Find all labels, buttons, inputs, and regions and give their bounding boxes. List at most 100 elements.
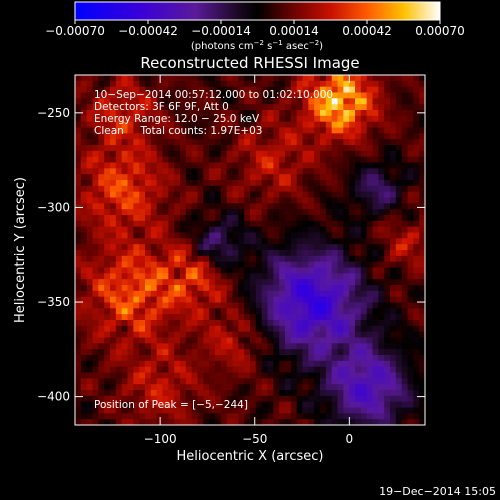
heatmap-cell — [261, 325, 269, 333]
heatmap-cell — [168, 98, 175, 105]
heatmap-cell — [191, 355, 199, 362]
heatmap-cell — [308, 343, 315, 350]
heatmap-cell — [92, 355, 99, 362]
heatmap-cell — [366, 384, 374, 391]
heatmap-cell — [156, 290, 164, 298]
heatmap-cell — [191, 273, 199, 280]
heatmap-cell — [390, 244, 397, 251]
heatmap-cell — [115, 343, 123, 350]
heatmap-cell — [366, 401, 374, 409]
heatmap-cell — [255, 355, 263, 362]
heatmap-cell — [156, 337, 164, 344]
heatmap-cell — [390, 174, 397, 181]
heatmap-cell — [86, 250, 94, 257]
heatmap-cell — [121, 197, 129, 204]
heatmap-cell — [133, 185, 140, 193]
heatmap-cell — [127, 290, 134, 298]
heatmap-cell — [203, 366, 210, 374]
heatmap-cell — [220, 325, 228, 333]
heatmap-cell — [372, 244, 379, 251]
heatmap-cell — [156, 115, 164, 123]
heatmap-cell — [139, 150, 146, 158]
heatmap-cell — [296, 110, 304, 117]
heatmap-cell — [115, 86, 123, 94]
heatmap-cell — [197, 419, 204, 425]
heatmap-cell — [244, 290, 251, 298]
heatmap-cell — [197, 75, 204, 82]
heatmap-cell — [110, 390, 117, 397]
heatmap-cell — [395, 343, 403, 350]
heatmap-cell — [261, 110, 269, 117]
heatmap-cell — [115, 390, 123, 397]
heatmap-cell — [80, 156, 88, 164]
heatmap-cell — [279, 343, 286, 350]
heatmap-cell — [238, 273, 245, 280]
heatmap-cell — [104, 197, 111, 204]
heatmap-cell — [325, 156, 333, 164]
heatmap-cell — [366, 139, 374, 146]
heatmap-cell — [331, 133, 339, 140]
heatmap-cell — [145, 156, 152, 164]
heatmap-cell — [267, 121, 274, 129]
heatmap-cell — [337, 285, 344, 292]
heatmap-cell — [174, 80, 181, 88]
heatmap-cell — [390, 180, 397, 187]
heatmap-cell — [98, 413, 105, 420]
heatmap-cell — [203, 162, 210, 169]
heatmap-cell — [372, 378, 379, 385]
heatmap-cell — [162, 238, 169, 245]
heatmap-cell — [314, 168, 321, 175]
heatmap-cell — [407, 145, 414, 152]
heatmap-cell — [413, 273, 420, 280]
heatmap-cell — [121, 419, 129, 425]
heatmap-cell — [150, 390, 158, 397]
heatmap-cell — [110, 226, 117, 234]
heatmap-cell — [325, 226, 333, 234]
heatmap-cell — [110, 407, 117, 414]
heatmap-cell — [238, 378, 245, 385]
heatmap-cell — [401, 337, 409, 344]
heatmap-cell — [314, 86, 321, 94]
heatmap-cell — [325, 337, 333, 344]
heatmap-cell — [238, 267, 245, 274]
heatmap-cell — [355, 325, 362, 333]
heatmap-cell — [285, 168, 292, 175]
heatmap-cell — [296, 86, 304, 94]
heatmap-cell — [261, 419, 269, 425]
heatmap-cell — [308, 238, 315, 245]
heatmap-cell — [285, 349, 292, 356]
heatmap-cell — [250, 320, 257, 327]
heatmap-cell — [255, 127, 263, 134]
heatmap-cell — [104, 174, 111, 181]
heatmap-cell — [355, 145, 362, 152]
heatmap-cell — [75, 150, 82, 158]
heatmap-cell — [121, 395, 129, 403]
heatmap-cell — [104, 343, 111, 350]
heatmap-cell — [250, 133, 257, 140]
heatmap-cell — [203, 349, 210, 356]
heatmap-cell — [139, 75, 146, 82]
heatmap-cell — [261, 86, 269, 94]
heatmap-cell — [127, 320, 134, 327]
heatmap-cell — [296, 366, 304, 374]
heatmap-cell — [360, 145, 368, 152]
heatmap-cell — [174, 343, 181, 350]
heatmap-cell — [390, 261, 397, 269]
heatmap-cell — [220, 244, 228, 251]
heatmap-cell — [302, 115, 309, 123]
heatmap-cell — [180, 209, 187, 216]
heatmap-cell — [185, 185, 193, 193]
heatmap-cell — [279, 250, 286, 257]
heatmap-cell — [145, 308, 152, 315]
heatmap-cell — [232, 110, 239, 117]
heatmap-cell — [168, 162, 175, 169]
heatmap-cell — [203, 220, 210, 228]
heatmap-cell — [407, 92, 414, 99]
heatmap-cell — [296, 285, 304, 292]
heatmap-cell — [343, 150, 350, 158]
heatmap-cell — [203, 115, 210, 123]
heatmap-cell — [343, 162, 350, 169]
heatmap-cell — [331, 226, 339, 234]
heatmap-cell — [215, 308, 222, 315]
heatmap-cell — [226, 185, 234, 193]
